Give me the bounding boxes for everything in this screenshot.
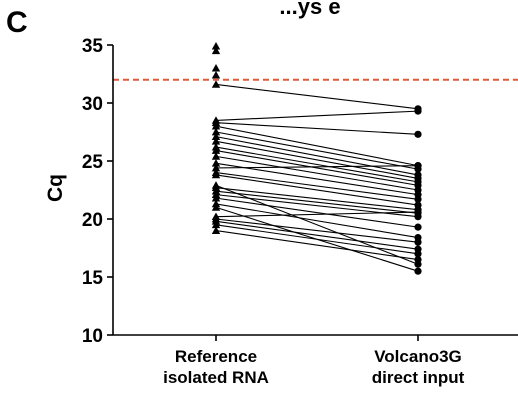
reference-point-4 bbox=[211, 127, 221, 136]
pair-line-23 bbox=[215, 230, 419, 261]
pair-line-14 bbox=[215, 187, 419, 211]
volcano-point-19 bbox=[414, 208, 422, 216]
reference-point-9 bbox=[211, 152, 221, 160]
reference-unpaired-point-1 bbox=[211, 41, 221, 50]
y-ticks: 35 30 25 20 15 10 bbox=[82, 36, 113, 347]
pair-line-10 bbox=[215, 162, 419, 196]
y-tick-label-4: 15 bbox=[82, 268, 104, 289]
x-category-labels: Reference isolated RNA Volcano3G direct inp… bbox=[163, 335, 465, 387]
y-tick-label-0: 35 bbox=[82, 36, 104, 57]
pair-line-2 bbox=[215, 122, 419, 135]
reference-point-23 bbox=[211, 226, 221, 234]
paired-lines-group bbox=[215, 83, 419, 272]
reference-point-17 bbox=[211, 193, 221, 202]
x-category-label-0-line-1: isolated RNA bbox=[163, 368, 269, 387]
reference-point-5 bbox=[211, 132, 221, 140]
y-tick-label-5: 10 bbox=[82, 326, 103, 347]
reference-point-13 bbox=[211, 170, 221, 179]
reference-point-0 bbox=[211, 80, 221, 88]
reference-point-10 bbox=[211, 159, 221, 167]
pair-line-3 bbox=[215, 125, 419, 167]
volcano-point-2 bbox=[414, 130, 422, 138]
x-category-label-0-line-0: Reference bbox=[175, 347, 257, 366]
reference-point-6 bbox=[211, 137, 221, 145]
y-tick-label-3: 20 bbox=[82, 210, 103, 231]
x-category-label-1-line-0: Volcano3G bbox=[374, 347, 462, 366]
pair-line-12 bbox=[215, 172, 419, 200]
reference-point-22 bbox=[211, 220, 221, 229]
y-axis-label: Cq bbox=[44, 174, 67, 202]
pair-line-16 bbox=[215, 194, 419, 218]
chart-title-fragment: ...ys e bbox=[279, 0, 340, 19]
y-axis bbox=[112, 45, 518, 336]
volcano-point-22 bbox=[414, 250, 422, 258]
data-points-group bbox=[211, 41, 422, 275]
volcano-point-1 bbox=[414, 107, 422, 115]
pair-line-9 bbox=[215, 155, 419, 191]
pair-line-19 bbox=[215, 211, 419, 218]
volcano-point-17 bbox=[414, 223, 422, 231]
pair-line-21 bbox=[215, 220, 419, 250]
pair-line-1 bbox=[215, 110, 419, 121]
pair-line-15 bbox=[215, 190, 419, 214]
pair-line-17 bbox=[215, 197, 419, 228]
pair-line-11 bbox=[215, 165, 419, 169]
pair-line-5 bbox=[215, 136, 419, 176]
reference-unpaired-point-0 bbox=[211, 46, 221, 55]
reference-point-8 bbox=[211, 146, 221, 154]
volcano-point-25 bbox=[414, 267, 422, 275]
pair-line-18 bbox=[215, 203, 419, 239]
volcano-point-24 bbox=[414, 260, 422, 268]
pair-line-20 bbox=[215, 218, 419, 243]
volcano-point-20 bbox=[414, 238, 422, 246]
pair-line-7 bbox=[215, 146, 419, 183]
pair-line-24 bbox=[215, 184, 419, 265]
reference-point-25 bbox=[211, 203, 221, 211]
x-category-label-1-line-1: direct input bbox=[372, 368, 465, 387]
pair-line-4 bbox=[215, 131, 419, 170]
pair-line-8 bbox=[215, 150, 419, 186]
volcano-point-12 bbox=[414, 195, 422, 203]
volcano-point-11 bbox=[414, 162, 422, 170]
y-tick-label-1: 30 bbox=[82, 94, 103, 115]
pair-line-25 bbox=[215, 206, 419, 272]
reference-point-11 bbox=[211, 163, 221, 172]
y-tick-label-2: 25 bbox=[82, 152, 104, 173]
pair-line-13 bbox=[215, 174, 419, 206]
title-fragment-group: ...ys e bbox=[279, 0, 340, 19]
reference-point-3 bbox=[211, 122, 221, 130]
reference-unpaired-point-3 bbox=[211, 70, 221, 79]
pair-line-6 bbox=[215, 140, 419, 179]
reference-point-24 bbox=[211, 181, 221, 189]
reference-unpaired-point-2 bbox=[211, 64, 221, 72]
pair-line-0 bbox=[215, 83, 419, 110]
panel-letter: C bbox=[6, 6, 28, 39]
